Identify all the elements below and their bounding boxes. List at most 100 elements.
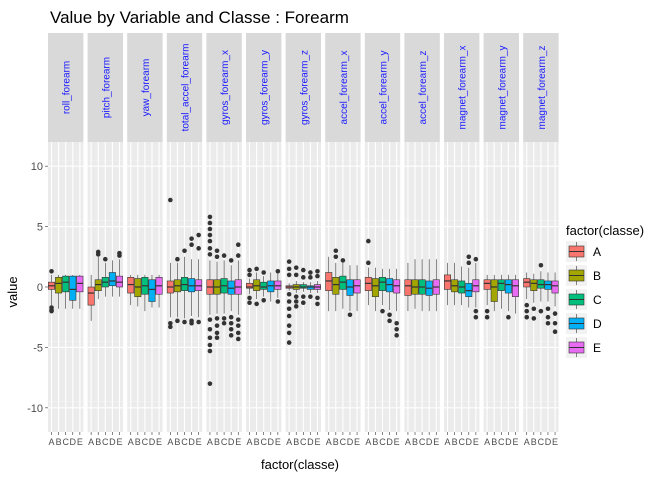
- box-C: [537, 262, 545, 314]
- outlier-point: [466, 260, 472, 266]
- x-tick-label: C: [538, 437, 545, 447]
- box-body: [523, 278, 531, 288]
- outlier-point: [387, 318, 392, 324]
- x-tick-label: E: [512, 437, 518, 447]
- outlier-point: [207, 226, 213, 232]
- facet-roll_forearm: roll_forearm A B C D E: [48, 33, 84, 447]
- x-tick-label: B: [333, 437, 339, 447]
- legend-label: A: [593, 245, 601, 259]
- x-tick-label: E: [156, 437, 162, 447]
- box-C: [497, 274, 505, 309]
- box-body: [490, 279, 498, 302]
- box-body: [62, 275, 70, 293]
- box-body: [181, 277, 188, 291]
- outlier-point: [207, 335, 213, 341]
- outlier-point: [207, 220, 213, 226]
- box-A: [404, 262, 412, 312]
- outlier-point: [394, 320, 399, 326]
- outlier-point: [207, 214, 213, 220]
- outlier-point: [182, 248, 187, 254]
- facet-strip-label: accel_forearm_x: [339, 51, 350, 125]
- outlier-point: [538, 308, 544, 314]
- facet-magnet_forearm_x: magnet_forearm_x A B C D E: [444, 33, 480, 447]
- outlier-point: [538, 262, 544, 268]
- x-tick-label: D: [307, 437, 314, 447]
- box-body: [306, 285, 314, 290]
- box-body: [55, 277, 63, 294]
- box-A: [48, 268, 56, 314]
- outlier-point: [49, 308, 54, 314]
- outlier-point: [182, 319, 187, 325]
- legend-label: D: [593, 317, 602, 331]
- box-body: [483, 279, 491, 290]
- x-tick-label: C: [300, 437, 307, 447]
- outlier-point: [261, 297, 267, 303]
- box-D: [69, 274, 77, 309]
- x-tick-label: B: [135, 437, 141, 447]
- box-D: [148, 274, 156, 308]
- box-A: [246, 267, 254, 306]
- outlier-point: [552, 311, 558, 316]
- x-tick-label: B: [372, 437, 378, 447]
- x-tick-label: D: [149, 437, 156, 447]
- x-tick-label: B: [214, 437, 220, 447]
- box-A: [483, 274, 491, 320]
- outlier-point: [235, 317, 241, 322]
- outlier-point: [196, 246, 201, 251]
- box-D: [188, 236, 196, 326]
- outlier-point: [484, 308, 490, 314]
- x-tick-label: C: [340, 437, 347, 447]
- x-tick-label: E: [473, 437, 479, 447]
- box-D: [386, 268, 394, 324]
- box-body: [386, 278, 394, 293]
- box-B: [55, 274, 63, 309]
- outlier-point: [484, 314, 490, 320]
- facet-strip: [87, 33, 123, 142]
- box-E: [353, 265, 361, 312]
- box-body: [127, 277, 135, 294]
- outlier-point: [545, 320, 551, 326]
- box-D: [544, 272, 552, 326]
- facet-magnet_forearm_z: magnet_forearm_z A B C D E: [523, 33, 559, 447]
- box-E: [155, 274, 163, 308]
- box-body: [465, 283, 473, 297]
- box-C: [220, 253, 228, 326]
- outlier-point: [168, 320, 173, 326]
- facet-strip: [523, 33, 559, 142]
- outlier-point: [254, 266, 259, 272]
- box-body: [497, 279, 505, 291]
- outlier-point: [308, 294, 313, 299]
- facet-strip-label: magnet_forearm_z: [537, 46, 548, 130]
- facet-strip: [127, 33, 163, 142]
- outlier-point: [207, 348, 213, 354]
- box-A: [127, 274, 135, 306]
- outlier-point: [524, 314, 530, 320]
- outlier-point: [286, 299, 292, 304]
- x-tick-label: A: [484, 437, 490, 447]
- outlier-point: [286, 313, 292, 319]
- x-tick-label: D: [466, 437, 473, 447]
- box-body: [108, 272, 116, 287]
- outlier-point: [228, 314, 234, 320]
- outlier-point: [189, 236, 194, 241]
- box-body: [267, 280, 275, 293]
- box-body: [339, 275, 347, 290]
- outlier-point: [214, 330, 220, 336]
- outlier-point: [552, 320, 558, 326]
- outlier-point: [315, 273, 320, 279]
- x-tick-label: C: [221, 437, 228, 447]
- box-B: [253, 266, 261, 307]
- outlier-point: [315, 301, 320, 307]
- outlier-point: [293, 299, 299, 304]
- outlier-point: [333, 254, 339, 260]
- box-body: [195, 279, 203, 291]
- outlier-point: [196, 319, 201, 325]
- x-tick-label: D: [545, 437, 552, 447]
- outlier-point: [293, 294, 299, 299]
- x-tick-label: E: [394, 437, 400, 447]
- box-B: [530, 273, 538, 321]
- facet-gyros_forearm_y: gyros_forearm_y A B C D E: [246, 33, 282, 447]
